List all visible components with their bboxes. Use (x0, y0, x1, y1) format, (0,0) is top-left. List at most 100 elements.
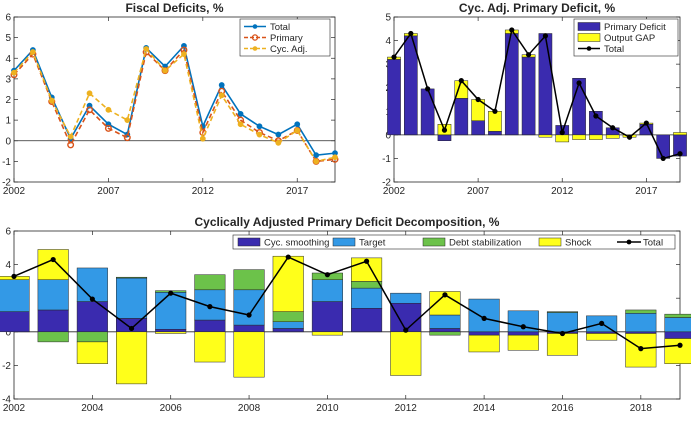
total-point (559, 129, 565, 136)
y-tick-label: -1 (2, 157, 11, 168)
x-tick-label: 2002 (3, 403, 26, 414)
bar-segment (390, 292, 422, 304)
data-point (237, 121, 244, 128)
data-point (256, 131, 263, 138)
bar-segment (488, 131, 502, 136)
bar-segment (664, 313, 691, 318)
bar-segment (555, 134, 570, 143)
x-tick-label: 2012 (395, 403, 418, 414)
data-point (237, 111, 244, 117)
data-point (313, 152, 320, 159)
x-tick-label: 2018 (630, 403, 653, 414)
total-point (481, 315, 487, 321)
total-point (441, 127, 448, 133)
legend-marker (252, 46, 258, 51)
data-point (124, 117, 131, 124)
total-point (285, 254, 291, 260)
y-tick-label: 5 (385, 13, 391, 24)
chart-fiscal: Fiscal Deficits, % -2 -1 0 1 2 3 4 5 6 2002 2007 201… (2, 1, 339, 197)
data-point (332, 154, 338, 161)
total-line (393, 28, 681, 160)
legend-label: Shock (565, 237, 592, 248)
data-point (218, 92, 225, 99)
bar-segment (572, 78, 586, 136)
legend-label: Primary Deficit (604, 22, 666, 33)
bar-segment (37, 331, 69, 343)
bar-segment (429, 314, 461, 329)
bar-segment (37, 279, 69, 311)
bar-segment (538, 33, 553, 136)
bar-segment (471, 120, 485, 136)
x-tick-label: 2007 (97, 186, 120, 197)
x-tick-label: 2002 (383, 186, 406, 197)
bar-segment (546, 333, 578, 356)
x-tick-label: 2017 (635, 186, 658, 197)
data-point (181, 51, 187, 58)
legend-marker (251, 34, 259, 41)
chart-cyc: Cyc. Adj. Primary Deficit, %-2-101234520… (382, 1, 687, 197)
total-point (559, 330, 566, 337)
y-tick-label: -2 (382, 178, 391, 189)
total-point (520, 324, 526, 330)
total-point (660, 155, 666, 162)
y-tick-label: 5 (5, 33, 11, 44)
y-tick-label: 0 (5, 136, 11, 147)
bar-segment (420, 88, 435, 136)
chart-title: Cyc. Adj. Primary Deficit, % (459, 1, 616, 15)
bar-segment (116, 331, 148, 385)
bar-segment (664, 338, 691, 364)
total-point (525, 52, 532, 58)
bar-segment (488, 111, 502, 132)
bar-segment (454, 98, 469, 136)
bar-segment (351, 308, 383, 333)
bar-segment (272, 321, 304, 329)
data-point (123, 134, 131, 142)
x-tick-label: 2012 (551, 186, 574, 197)
data-point (162, 67, 168, 74)
x-tick-label: 2014 (473, 403, 496, 414)
bar-segment (546, 312, 578, 333)
data-point (275, 131, 282, 138)
total-point (492, 108, 498, 114)
bar-segment (546, 311, 578, 313)
total-line (13, 256, 681, 350)
chart-title: Cyclically Adjusted Primary Deficit Deco… (195, 215, 500, 229)
legend-marker (626, 239, 632, 245)
total-point (638, 346, 644, 352)
legend-marker (586, 46, 592, 51)
y-tick-label: 4 (5, 54, 11, 65)
bar-segment (437, 134, 452, 142)
bar-segment (155, 331, 187, 334)
bar-segment (37, 309, 69, 333)
total-point (677, 342, 683, 348)
bar-segment (468, 334, 500, 353)
bar-segment (664, 317, 691, 333)
total-point (128, 325, 135, 332)
bar-segment (507, 334, 539, 351)
total-point (509, 27, 515, 33)
bar-segment (76, 301, 108, 333)
legend-label: Total (604, 44, 624, 55)
data-point (143, 46, 150, 52)
total-point (442, 292, 448, 298)
bar-segment (664, 331, 691, 339)
bar-segment (387, 59, 401, 136)
bar-segment (351, 281, 383, 289)
bar-segment (76, 331, 108, 343)
data-point (313, 158, 320, 165)
data-point (48, 97, 55, 104)
legend-label: Total (643, 237, 663, 248)
bar-segment (625, 309, 657, 314)
data-point (294, 127, 301, 134)
legend: Cyc. smoothing Target Debt stabilization Sh… (232, 234, 676, 250)
bar-segment (194, 274, 226, 291)
total-point (391, 54, 397, 60)
bar-segment (194, 319, 226, 333)
bar-segment (233, 269, 265, 291)
bar-segment (390, 331, 422, 376)
legend-swatch (577, 22, 601, 31)
bar-segment (586, 331, 618, 334)
bar-segment (605, 134, 620, 139)
legend-label: Target (359, 237, 386, 248)
bar-segment (311, 279, 343, 302)
